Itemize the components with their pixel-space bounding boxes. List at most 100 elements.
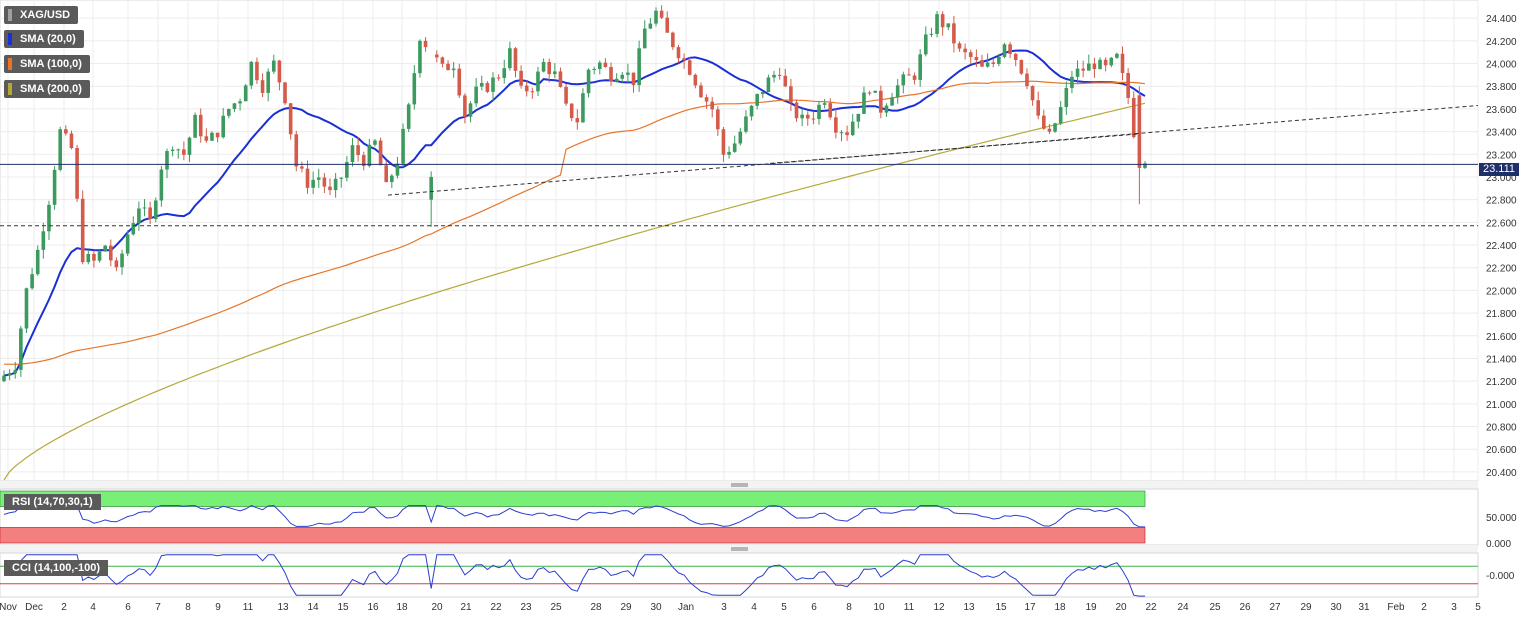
candle-body (406, 104, 411, 129)
candle-body (266, 71, 270, 93)
candle-body (519, 70, 523, 86)
x-tick-label: 2 (61, 602, 67, 613)
candle-body (120, 253, 124, 268)
x-tick-label: 27 (1269, 602, 1281, 613)
candle-body (524, 85, 529, 92)
legend-symbol[interactable]: XAG/USD (4, 6, 79, 24)
candle-body (288, 103, 293, 135)
x-tick-label: 2 (1421, 602, 1427, 613)
candle-body (997, 56, 1001, 64)
candle-body (69, 133, 74, 148)
sma-100-label: SMA (100,0) (20, 58, 82, 70)
candle-body (536, 71, 540, 92)
y-tick-label: 23.200 (1486, 150, 1517, 161)
candle-body (1115, 53, 1119, 58)
x-tick-label: 5 (781, 602, 787, 613)
candle-body (384, 165, 389, 183)
candle-body (1047, 128, 1052, 132)
candle-body (457, 68, 462, 96)
y-tick-label: 21.800 (1486, 309, 1517, 320)
candle-body (980, 60, 984, 67)
candle-body (2, 375, 6, 382)
candle-body (530, 91, 535, 93)
x-tick-label: 18 (396, 602, 408, 613)
candle-body (232, 103, 237, 109)
candle-body (24, 288, 29, 329)
pane-divider-rsi[interactable] (0, 481, 1478, 489)
candle-body (187, 137, 192, 155)
candle-body (1098, 59, 1102, 70)
candle-body (867, 92, 872, 94)
candle-body (412, 73, 417, 105)
candle-body (991, 62, 996, 64)
candle-body (80, 198, 85, 263)
x-tick-label: 20 (1115, 602, 1127, 613)
x-tick-label: 22 (1145, 602, 1157, 613)
pane-divider-cci[interactable] (0, 545, 1478, 553)
sma-200-label: SMA (200,0) (20, 83, 82, 95)
candle-body (935, 14, 939, 34)
candle-body (614, 78, 619, 82)
candle-body (890, 97, 894, 106)
candle-body (440, 57, 445, 64)
x-tick-label: 18 (1054, 602, 1066, 613)
candle-body (626, 72, 630, 75)
candle-body (260, 80, 265, 93)
legend-sma-200[interactable]: SMA (200,0) (4, 80, 90, 98)
y-tick-label: 23.800 (1486, 82, 1517, 93)
y-tick-label: 23.600 (1486, 105, 1517, 116)
candle-body (328, 186, 332, 191)
candle-body (879, 90, 883, 113)
candle-body (1086, 63, 1091, 71)
candle-body (97, 251, 102, 261)
legend-sma-100[interactable]: SMA (100,0) (4, 55, 90, 73)
candle-body (390, 175, 394, 183)
candle-body (682, 58, 686, 61)
candle-body (923, 34, 928, 55)
candle-body (637, 48, 641, 86)
candle-body (468, 103, 473, 117)
candle-body (907, 74, 911, 76)
candle-body (974, 57, 979, 61)
candle-body (1092, 63, 1097, 70)
y-tick-label: 21.600 (1486, 332, 1517, 343)
candle-body (423, 40, 428, 48)
candle-body (221, 115, 226, 138)
candle-body (558, 71, 563, 87)
candle-body (940, 14, 945, 28)
x-tick-label: 10 (873, 602, 885, 613)
candle-body (569, 103, 574, 119)
candle-body (704, 97, 709, 102)
candle-body (64, 129, 68, 134)
cci-label[interactable]: CCI (14,100,-100) (4, 560, 109, 576)
candle-body (586, 69, 591, 94)
x-tick-label: 5 (1475, 602, 1481, 613)
x-tick-label: 16 (367, 602, 379, 613)
x-tick-label: 7 (155, 602, 161, 613)
candle-body (1143, 163, 1147, 168)
rsi-label[interactable]: RSI (14,70,30,1) (4, 494, 101, 510)
legend-sma-20[interactable]: SMA (20,0) (4, 30, 84, 48)
candle-body (1081, 68, 1085, 71)
candle-body (834, 117, 838, 133)
trendline-lower[interactable] (769, 133, 1141, 164)
candle-body (1075, 68, 1080, 77)
x-tick-label: 29 (1300, 602, 1312, 613)
candle-body (137, 208, 141, 224)
candle-body (58, 129, 63, 170)
candle-body (1019, 60, 1024, 74)
candle-body (603, 62, 608, 68)
x-tick-label: 28 (590, 602, 602, 613)
x-tick-label: 20 (431, 602, 443, 613)
candle-body (103, 245, 107, 252)
candle-body (794, 102, 799, 119)
x-tick-label: 31 (1358, 602, 1370, 613)
rsi-oversold-zone (0, 527, 1146, 544)
candle-body (620, 74, 625, 79)
candle-body (86, 253, 91, 263)
y-tick-label: 22.800 (1486, 196, 1517, 207)
candle-body (631, 72, 636, 86)
y-tick-label: 21.400 (1486, 354, 1517, 365)
x-tick-label: 11 (243, 602, 254, 613)
